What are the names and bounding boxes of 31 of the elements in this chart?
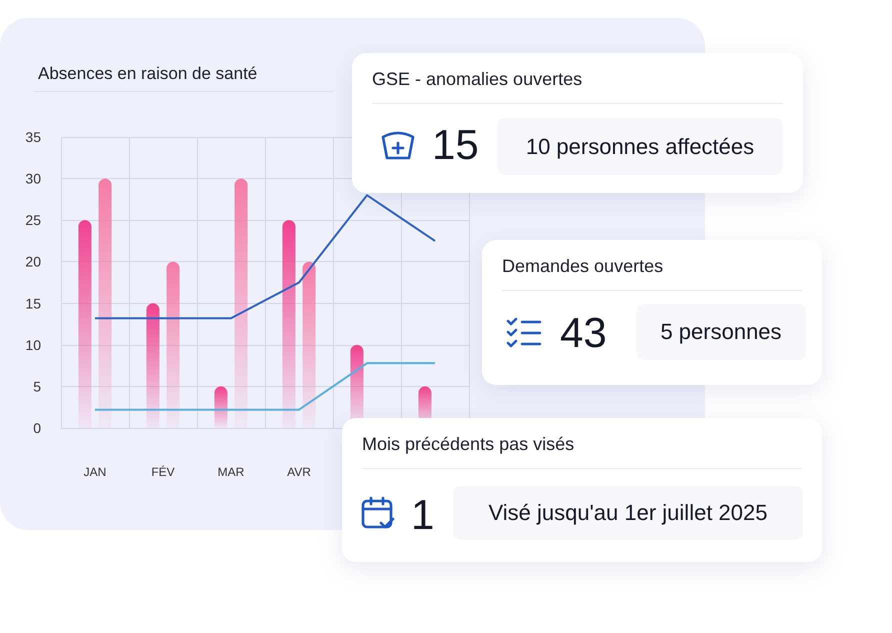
bar (302, 262, 316, 428)
bar (166, 262, 180, 428)
y-tick-label: 0 (33, 420, 42, 436)
y-tick-label: 10 (25, 336, 42, 353)
bar (214, 386, 228, 428)
bar (282, 220, 296, 428)
text: Mois précédents pas visés (362, 434, 574, 455)
bar (146, 303, 160, 428)
y-tick-label: 15 (25, 295, 42, 312)
y-tick-label: 5 (33, 378, 42, 394)
bar (234, 178, 248, 428)
y-tick-label: 35 (25, 129, 42, 145)
bar (78, 220, 92, 428)
text: 43 (560, 308, 607, 358)
text: 1 (411, 490, 434, 540)
y-tick-label: 20 (25, 254, 42, 270)
line-series (94, 194, 436, 320)
chart-title: Absences en raison de santé (38, 64, 258, 83)
annotation: 15 (432, 120, 479, 170)
y-tick-label: 25 (25, 212, 42, 228)
x-tick-label: FÉV (151, 465, 175, 479)
x-tick-label: AVR (287, 465, 312, 479)
x-tick-label: MAR (218, 465, 245, 479)
bar (98, 178, 112, 428)
y-tick-label: 30 (25, 170, 42, 187)
text: GSE - anomalies ouvertes (372, 69, 582, 90)
x-tick-label: JAN (84, 465, 106, 479)
text: Demandes ouvertes (502, 256, 664, 277)
text: Visé jusqu'au 1er juillet 2025 (453, 486, 803, 540)
text: 5 personnes (636, 304, 806, 360)
text: 10 personnes affectées (497, 118, 783, 175)
